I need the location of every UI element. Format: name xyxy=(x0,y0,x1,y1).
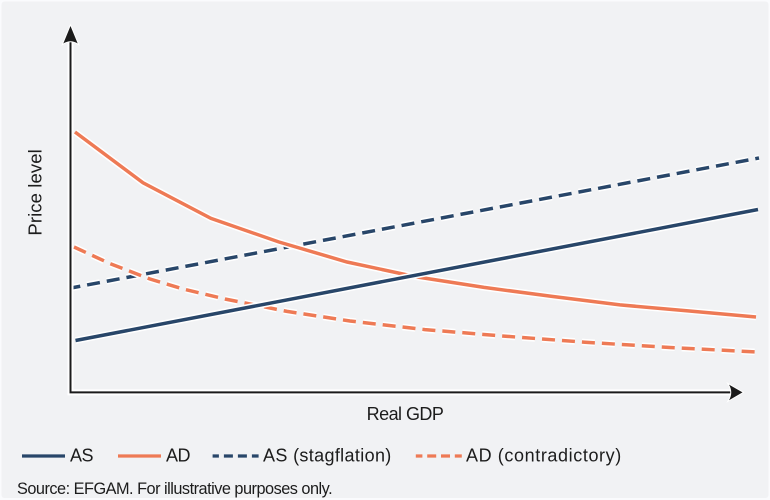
svg-text:AS: AS xyxy=(70,446,93,466)
svg-text:Real GDP: Real GDP xyxy=(367,404,444,424)
svg-text:Source: EFGAM. For illustrativ: Source: EFGAM. For illustrative purposes… xyxy=(17,480,332,498)
svg-text:AS (stagflation): AS (stagflation) xyxy=(263,446,392,466)
svg-text:Price level: Price level xyxy=(25,149,46,235)
svg-text:AD (contradictory): AD (contradictory) xyxy=(466,446,622,466)
svg-text:AD: AD xyxy=(166,446,190,466)
